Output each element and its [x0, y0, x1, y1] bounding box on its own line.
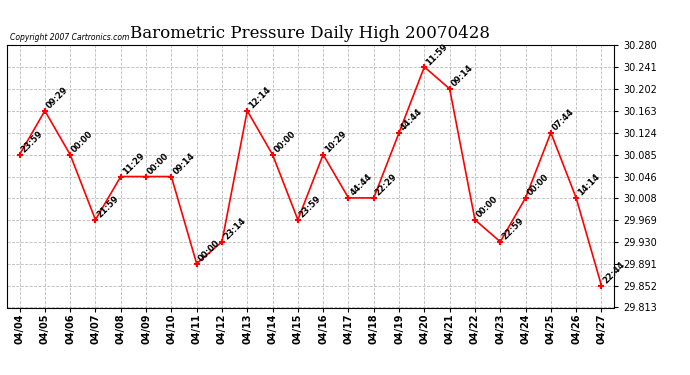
- Text: 00:00: 00:00: [70, 130, 95, 154]
- Text: 11:59: 11:59: [424, 42, 450, 67]
- Text: 12:14: 12:14: [247, 86, 273, 111]
- Text: 07:44: 07:44: [551, 108, 576, 133]
- Text: 23:59: 23:59: [19, 129, 45, 154]
- Text: 09:14: 09:14: [171, 152, 197, 177]
- Text: 44:44: 44:44: [348, 172, 374, 198]
- Text: 23:59: 23:59: [298, 195, 323, 220]
- Text: Copyright 2007 Cartronics.com: Copyright 2007 Cartronics.com: [10, 33, 129, 42]
- Text: 11:29: 11:29: [121, 151, 146, 177]
- Text: 10:29: 10:29: [323, 129, 348, 154]
- Text: 23:14: 23:14: [222, 216, 247, 242]
- Text: 00:00: 00:00: [146, 152, 171, 177]
- Text: 09:14: 09:14: [450, 64, 475, 89]
- Text: 00:00: 00:00: [273, 130, 297, 154]
- Title: Barometric Pressure Daily High 20070428: Barometric Pressure Daily High 20070428: [130, 25, 491, 42]
- Text: 09:29: 09:29: [45, 86, 70, 111]
- Text: 21:59: 21:59: [95, 195, 121, 220]
- Text: 14:14: 14:14: [576, 172, 602, 198]
- Text: 00:00: 00:00: [526, 173, 551, 198]
- Text: 00:00: 00:00: [197, 238, 221, 264]
- Text: 22:59: 22:59: [500, 216, 526, 242]
- Text: 44:44: 44:44: [399, 107, 424, 133]
- Text: 22:29: 22:29: [374, 172, 399, 198]
- Text: 22:44: 22:44: [602, 260, 627, 286]
- Text: 00:00: 00:00: [475, 195, 500, 220]
